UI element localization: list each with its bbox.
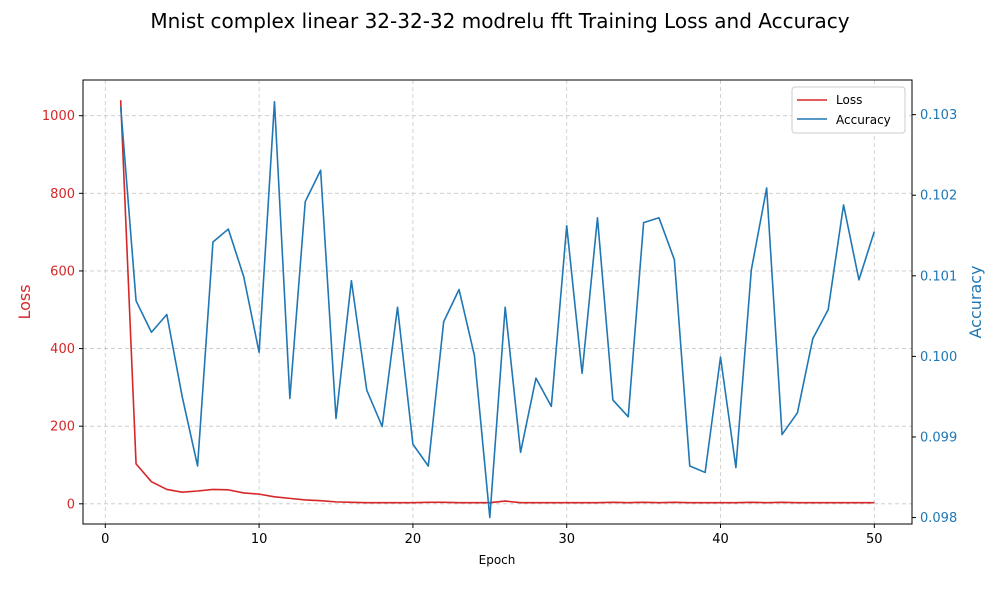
legend-box [791,86,906,134]
y-left-tick-label: 200 [50,420,75,435]
y-left-tick-label: 1000 [42,109,75,124]
loss-line [119,100,875,504]
x-axis: 0 10 20 30 40 50 [101,524,883,547]
y-right-tick-label: 0.101 [920,269,957,284]
y-axis-left-label: Loss [15,284,34,319]
y-right-tick-label: 0.100 [920,350,957,365]
y-left-tick-label: 600 [50,264,75,279]
grid [83,80,912,524]
accuracy-line [119,100,876,519]
y-left-tick-label: 0 [67,497,75,512]
legend-accuracy-label: Accuracy [836,113,891,127]
x-tick-label: 0 [101,532,109,547]
y-axis-right: 0.098 0.099 0.100 0.101 0.102 0.103 [912,108,957,526]
legend-loss-label: Loss [836,93,862,107]
plot-frame [82,79,913,525]
legend: Loss Accuracy [791,86,906,134]
y-left-tick-label: 800 [50,187,75,202]
x-tick-label: 50 [866,532,883,547]
x-tick-label: 40 [712,532,729,547]
y-axis-right-label: Accuracy [966,265,985,338]
y-right-tick-label: 0.102 [920,189,957,204]
series-lines [119,100,876,519]
y-right-tick-label: 0.099 [920,430,957,445]
y-axis-left: 0 200 400 600 800 1000 [42,109,83,512]
y-left-tick-label: 400 [50,342,75,357]
y-right-tick-label: 0.098 [920,511,957,526]
x-tick-label: 10 [251,532,268,547]
x-axis-label: Epoch [479,553,516,567]
x-tick-label: 30 [558,532,575,547]
chart-title: Mnist complex linear 32-32-32 modrelu ff… [150,9,849,33]
y-right-tick-label: 0.103 [920,108,957,123]
x-tick-label: 20 [405,532,422,547]
